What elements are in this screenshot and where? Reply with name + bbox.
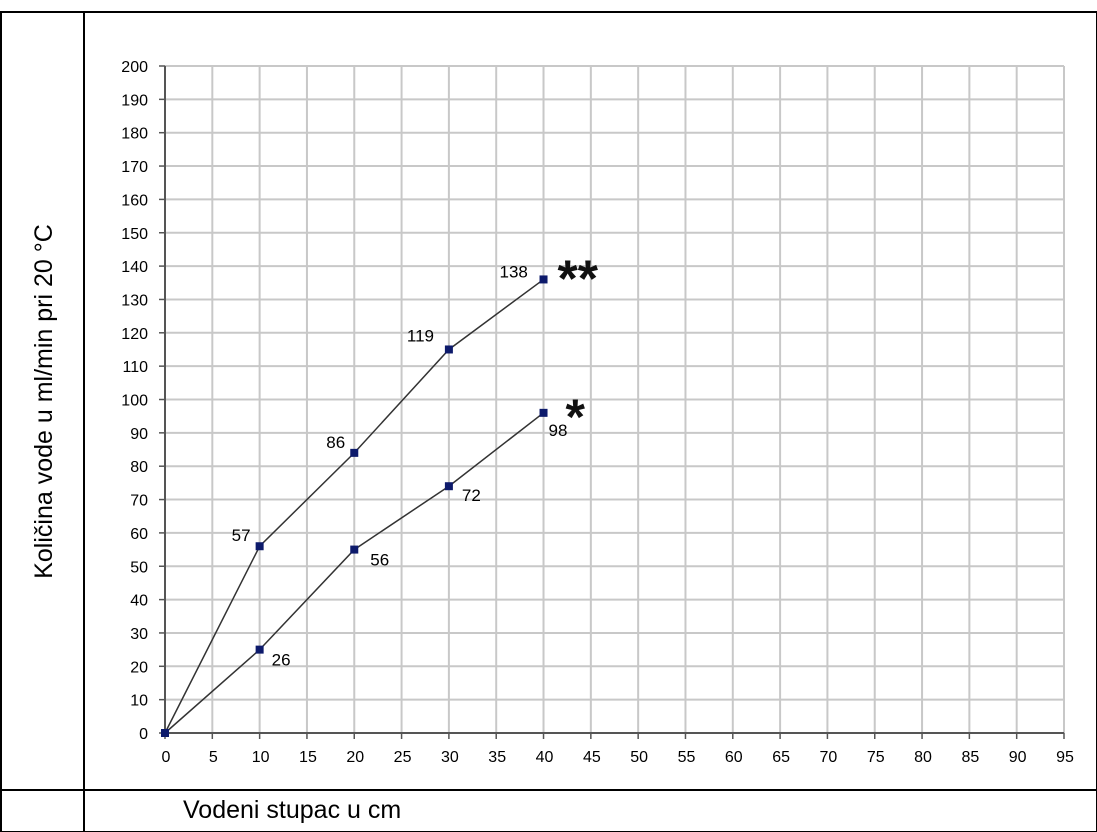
series-marker-label: ** [558, 250, 599, 308]
x-tick-label: 75 [867, 749, 885, 766]
y-tick-label: 80 [130, 459, 148, 476]
x-tick-label: 90 [1009, 749, 1027, 766]
y-tick-label: 110 [122, 359, 148, 376]
y-tick-label: 140 [121, 259, 148, 276]
y-tick-label: 150 [121, 226, 148, 243]
data-label: 86 [326, 433, 345, 452]
data-label: 72 [462, 486, 481, 505]
y-tick-label: 120 [121, 326, 148, 343]
y-tick-label: 170 [121, 159, 148, 176]
y-tick-label: 50 [130, 559, 148, 576]
y-tick-label: 100 [121, 393, 148, 410]
y-tick-label: 190 [121, 92, 148, 109]
x-axis-label: Vodeni stupac u cm [183, 796, 402, 824]
series-marker-label: * [566, 389, 586, 445]
y-tick-labels: 0 10 20 30 40 50 60 70 80 90 100 110 120 130 140 150 160… [121, 59, 148, 743]
data-label: 138 [500, 262, 528, 281]
y-tick-label: 10 [130, 693, 148, 710]
x-tick-labels: 0 5 10 15 20 25 30 35 40 45 50 55 60 65 70 75 80 85 90 95 [162, 749, 1074, 766]
y-tick-label: 90 [130, 426, 148, 443]
data-label: 57 [232, 526, 251, 545]
data-point [161, 729, 169, 737]
x-tick-label: 20 [346, 749, 364, 766]
x-tick-label: 25 [394, 749, 412, 766]
x-tick-label: 95 [1056, 749, 1074, 766]
x-tick-label: 80 [914, 749, 932, 766]
data-point [350, 545, 359, 554]
series-2: 26 56 72 98* [161, 389, 586, 737]
x-tick-label: 70 [820, 749, 838, 766]
data-point [350, 448, 359, 457]
y-tick-label: 40 [130, 593, 148, 610]
y-tick-label: 30 [130, 626, 148, 643]
y-tick-label: 20 [130, 659, 148, 676]
x-tick-label: 5 [209, 749, 218, 766]
x-tick-label: 35 [488, 749, 506, 766]
y-tick-label: 130 [121, 292, 148, 309]
data-point [444, 345, 453, 354]
y-tick-label: 180 [121, 126, 148, 143]
x-tick-label: 10 [252, 749, 270, 766]
y-tick-label: 160 [121, 192, 148, 209]
x-tick-label: 0 [162, 749, 171, 766]
data-point [255, 645, 264, 654]
data-point [539, 408, 548, 417]
x-tick-label: 50 [630, 749, 648, 766]
series-layer: 57 86 119 138 ** 26 56 72 98* [161, 250, 599, 737]
data-label: 98 [549, 421, 568, 440]
data-point [444, 482, 453, 491]
x-tick-label: 40 [536, 749, 554, 766]
series-1: 57 86 119 138 ** [161, 250, 599, 737]
x-tick-label: 65 [772, 749, 790, 766]
x-tick-label: 55 [678, 749, 696, 766]
y-tick-label: 70 [130, 493, 148, 510]
data-label: 26 [272, 651, 291, 670]
data-point [255, 542, 264, 551]
axes [159, 65, 1065, 739]
y-tick-label: 60 [130, 526, 148, 543]
data-label: 119 [407, 326, 434, 345]
y-tick-label: 200 [121, 59, 148, 76]
grid [165, 65, 1065, 733]
data-point [539, 275, 548, 284]
x-tick-label: 85 [961, 749, 979, 766]
y-tick-label: 0 [139, 726, 148, 743]
x-tick-label: 45 [583, 749, 601, 766]
data-label: 56 [370, 551, 389, 570]
x-tick-label: 30 [441, 749, 459, 766]
x-tick-label: 15 [299, 749, 317, 766]
x-tick-label: 60 [725, 749, 743, 766]
